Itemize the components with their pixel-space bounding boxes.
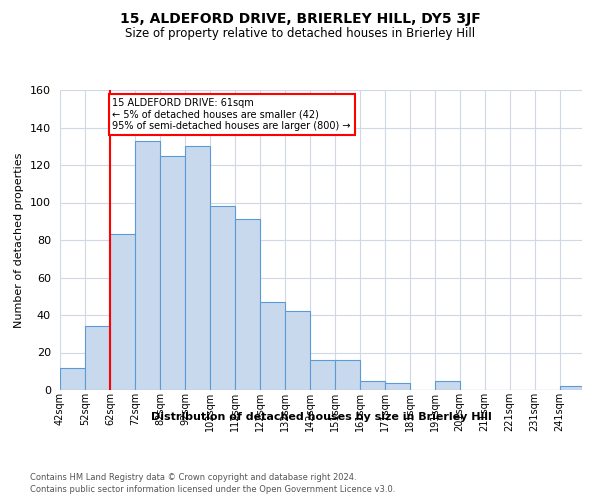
Bar — [160, 156, 185, 390]
Bar — [434, 380, 460, 390]
Text: Size of property relative to detached houses in Brierley Hill: Size of property relative to detached ho… — [125, 28, 475, 40]
Bar — [335, 360, 360, 390]
Bar — [210, 206, 235, 390]
Bar — [60, 368, 85, 390]
Bar — [310, 360, 335, 390]
Bar — [260, 302, 285, 390]
Text: Distribution of detached houses by size in Brierley Hill: Distribution of detached houses by size … — [151, 412, 491, 422]
Bar — [560, 386, 584, 390]
Bar — [135, 140, 160, 390]
Text: 15, ALDEFORD DRIVE, BRIERLEY HILL, DY5 3JF: 15, ALDEFORD DRIVE, BRIERLEY HILL, DY5 3… — [119, 12, 481, 26]
Bar — [235, 220, 260, 390]
Bar — [285, 311, 310, 390]
Text: Contains HM Land Registry data © Crown copyright and database right 2024.: Contains HM Land Registry data © Crown c… — [30, 472, 356, 482]
Bar — [185, 146, 210, 390]
Bar — [110, 234, 135, 390]
Text: Contains public sector information licensed under the Open Government Licence v3: Contains public sector information licen… — [30, 485, 395, 494]
Bar — [85, 326, 110, 390]
Bar — [385, 382, 410, 390]
Text: 15 ALDEFORD DRIVE: 61sqm
← 5% of detached houses are smaller (42)
95% of semi-de: 15 ALDEFORD DRIVE: 61sqm ← 5% of detache… — [112, 98, 351, 130]
Bar — [360, 380, 385, 390]
Y-axis label: Number of detached properties: Number of detached properties — [14, 152, 24, 328]
